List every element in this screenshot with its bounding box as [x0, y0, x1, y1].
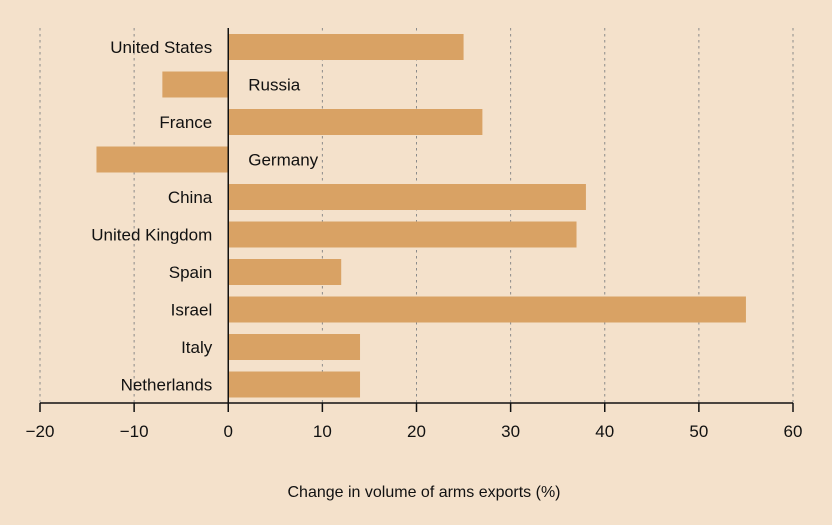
bar-russia: [162, 71, 229, 98]
axes: −20 −10 0 10 20 30 40 50 60: [26, 28, 803, 441]
grid-lines: [39, 28, 794, 403]
x-tick-label: 50: [689, 422, 708, 441]
bar-netherlands: [228, 371, 361, 398]
x-tick-label: 10: [313, 422, 332, 441]
category-labels: United States Russia France Germany China Uni…: [91, 38, 318, 395]
x-axis-title: Change in volume of arms exports (%): [288, 484, 561, 501]
category-label: China: [168, 188, 213, 207]
category-label: Israel: [171, 301, 213, 320]
x-tick-label: 30: [501, 422, 520, 441]
bar-china: [228, 184, 586, 210]
x-tick-label: 40: [595, 422, 614, 441]
bar-italy: [228, 334, 361, 360]
category-label: United States: [110, 38, 212, 57]
x-tick-label: 0: [224, 422, 233, 441]
x-tick-label: 60: [784, 422, 803, 441]
category-label: Russia: [248, 76, 301, 95]
bar-germany: [96, 146, 229, 173]
category-label: Netherlands: [121, 376, 213, 395]
x-tick-label: −10: [120, 422, 149, 441]
category-label: France: [159, 113, 212, 132]
bar-united-states: [228, 34, 464, 60]
bar-france: [228, 109, 483, 135]
x-tick-label: −20: [26, 422, 55, 441]
category-label: Germany: [248, 151, 318, 170]
bars: [96, 34, 746, 398]
category-label: Spain: [169, 263, 212, 282]
bar-spain: [228, 259, 342, 285]
category-label: United Kingdom: [91, 226, 212, 245]
bar-united-kingdom: [228, 221, 577, 248]
x-tick-label: 20: [407, 422, 426, 441]
bar-israel: [228, 296, 746, 323]
category-label: Italy: [181, 338, 213, 357]
